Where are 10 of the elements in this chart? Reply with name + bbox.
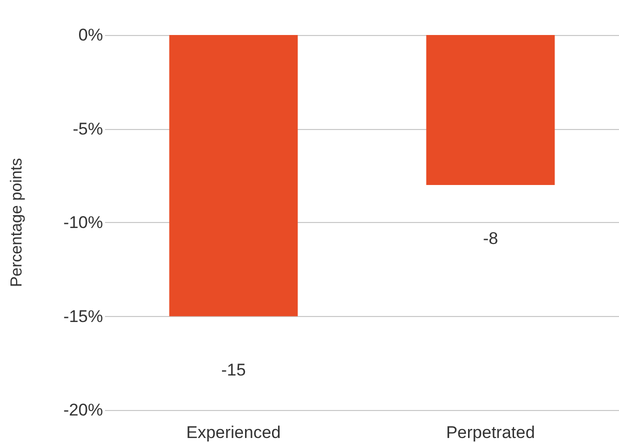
x-tick-label: Perpetrated [446, 423, 535, 442]
y-tick-label: -20% [63, 400, 103, 420]
x-tick-label: Experienced [186, 423, 281, 442]
y-tick-label: -15% [63, 306, 103, 326]
y-tick-label: 0% [78, 26, 103, 44]
y-axis-title: Percentage points [8, 158, 26, 287]
y-tick-label: -10% [63, 213, 103, 232]
data-label: -8 [482, 229, 498, 248]
data-label: -15 [221, 360, 246, 380]
y-tick-label: -5% [72, 119, 103, 138]
